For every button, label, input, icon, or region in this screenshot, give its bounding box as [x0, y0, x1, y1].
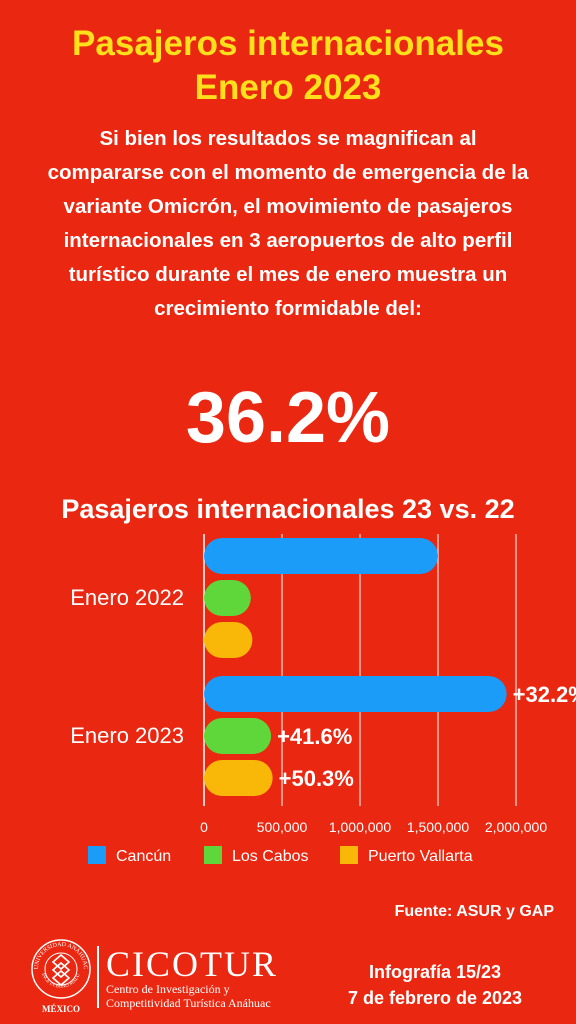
legend-swatch	[340, 846, 358, 864]
legend-label: Los Cabos	[232, 848, 309, 865]
mexico-label: MÉXICO	[42, 1004, 80, 1014]
x-tick-label: 500,000	[257, 819, 308, 835]
bar-puerto-vallarta	[204, 622, 253, 658]
cicotur-logo: CICOTUR	[106, 944, 279, 984]
x-tick-label: 1,000,000	[329, 819, 391, 835]
cicotur-subtitle: Centro de Investigación y Competitividad…	[106, 982, 271, 1010]
category-label: Enero 2023	[70, 723, 184, 748]
infographic-number: Infografía 15/23	[368, 962, 502, 982]
data-label: +41.6%	[277, 724, 352, 749]
bar-cancún	[204, 538, 438, 574]
x-tick-label: 0	[200, 819, 208, 835]
legend-swatch	[204, 846, 222, 864]
data-label: +32.2%	[513, 682, 576, 707]
legend-label: Puerto Vallarta	[368, 848, 473, 865]
data-label: +50.3%	[279, 766, 354, 791]
logo-divider	[97, 946, 99, 1008]
bar-chart: Enero 2022 +32.2% +41.6% +50.3% Enero 2023 0 5…	[70, 534, 576, 865]
cicotur-subtitle-line2: Competitividad Turística Anáhuac	[106, 996, 271, 1010]
bar-los-cabos	[204, 718, 272, 754]
intro-text: Si bien los resultados se magnifican al …	[47, 127, 529, 320]
legend-swatch	[88, 846, 106, 864]
bar-cancún	[204, 676, 507, 712]
cicotur-subtitle-line1: Centro de Investigación y	[106, 982, 230, 996]
bar-los-cabos	[204, 580, 251, 616]
source-note: Fuente: ASUR y GAP	[394, 903, 554, 920]
page-title-line1: Pasajeros internacionales	[72, 24, 504, 63]
chart-title: Pasajeros internacionales 23 vs. 22	[61, 494, 515, 524]
infographic-date: 7 de febrero de 2023	[347, 988, 523, 1008]
legend-label: Cancún	[116, 848, 171, 865]
category-label: Enero 2022	[70, 585, 184, 610]
bar-puerto-vallarta	[204, 760, 273, 796]
highlight-percentage: 36.2%	[185, 378, 391, 458]
x-tick-label: 2,000,000	[485, 819, 547, 835]
page-title-line2: Enero 2023	[194, 68, 382, 107]
x-tick-label: 1,500,000	[407, 819, 469, 835]
